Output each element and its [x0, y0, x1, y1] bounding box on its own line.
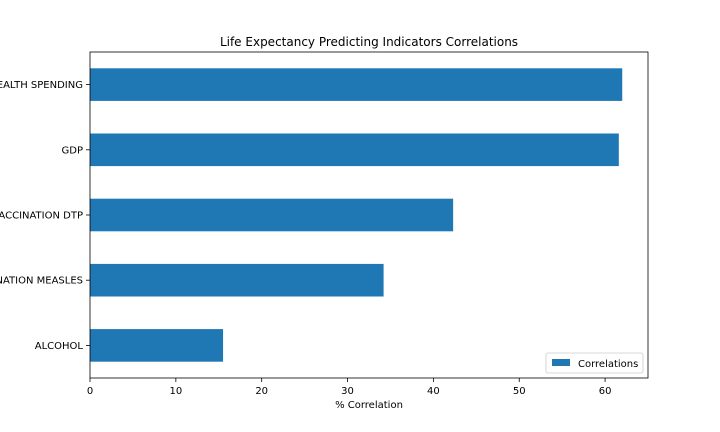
- x-axis: 0 10 20 30 40 50 60: [87, 378, 612, 397]
- bars-layer: [90, 68, 623, 362]
- x-axis-label: % Correlation: [335, 400, 403, 411]
- legend-label: Correlations: [578, 359, 638, 370]
- bar-gdp: [90, 133, 619, 167]
- x-tick-label-50: 50: [513, 386, 526, 397]
- bar-vaccination-measles: [90, 263, 384, 297]
- y-axis: ALCOHOL VACCINATION MEASLES VACCINATION DT…: [0, 80, 90, 352]
- y-tick-label-gdp: GDP: [62, 145, 83, 156]
- legend: Correlations: [545, 352, 644, 374]
- x-tick-label-30: 30: [341, 386, 354, 397]
- chart-title: Life Expectancy Predicting Indicators Co…: [220, 35, 518, 49]
- x-tick-label-40: 40: [427, 386, 440, 397]
- bar-alcohol: [90, 329, 224, 362]
- x-tick-label-10: 10: [169, 386, 182, 397]
- x-tick-label-60: 60: [599, 386, 612, 397]
- x-tick-label-0: 0: [87, 386, 93, 397]
- legend-box: [545, 352, 644, 374]
- plot-frame: [89, 51, 649, 379]
- x-tick-label-20: 20: [255, 386, 268, 397]
- y-tick-label-alcohol: ALCOHOL: [35, 341, 84, 352]
- y-tick-label-health-spending: HEALTH SPENDING: [0, 80, 83, 91]
- y-tick-label-vaccination-dtp: VACCINATION DTP: [0, 211, 83, 222]
- y-tick-label-vaccination-measles: VACCINATION MEASLES: [0, 276, 83, 287]
- bar-health-spending: [90, 68, 623, 101]
- legend-swatch: [552, 359, 570, 366]
- bar-vaccination-dtp: [90, 198, 454, 232]
